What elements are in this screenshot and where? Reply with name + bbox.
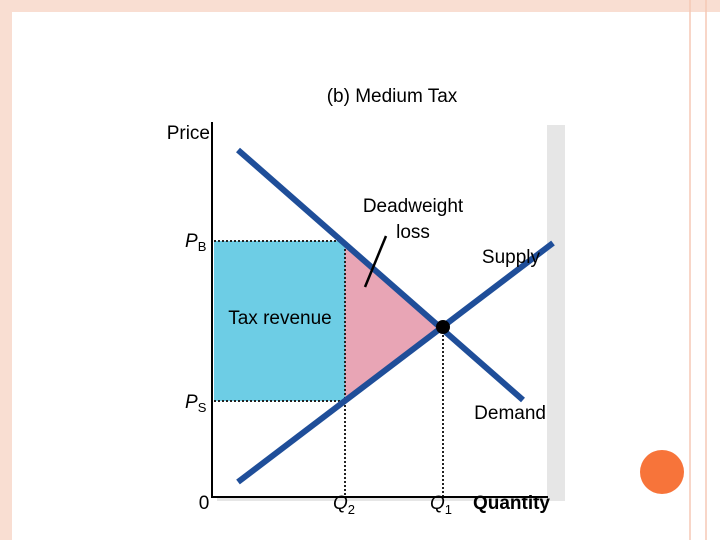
label-sub: S	[198, 400, 207, 415]
label-main: Q	[333, 493, 348, 514]
seller-price-label: PS	[185, 392, 207, 415]
y-axis-label: Price	[167, 123, 210, 144]
slide-dot	[640, 450, 684, 494]
label-sub: B	[198, 239, 207, 254]
x-axis-label: Quantity	[473, 493, 550, 514]
origin-label: 0	[199, 493, 210, 514]
buyer-price-label: PB	[185, 231, 206, 254]
deadweight-loss-area	[345, 241, 443, 401]
label-sub: 2	[348, 502, 355, 517]
label-main: Q	[430, 493, 445, 514]
slide-border	[0, 0, 12, 540]
label-sub: 1	[445, 502, 452, 517]
title: (b) Medium Tax	[327, 86, 458, 107]
equilibrium-point	[436, 320, 450, 334]
dwl-pointer	[363, 235, 388, 288]
q2-label: Q2	[333, 493, 355, 517]
demand-label: Demand	[474, 403, 546, 424]
supply-curve	[236, 240, 555, 485]
tax-revenue-area	[214, 241, 345, 401]
dwl-label: loss	[396, 222, 430, 243]
slide-border	[0, 0, 720, 12]
demand-curve	[236, 147, 525, 403]
tax-revenue-label: Tax revenue	[228, 308, 332, 329]
supply-label: Supply	[482, 247, 541, 268]
label-main: P	[185, 392, 198, 413]
dwl-label: Deadweight	[363, 196, 464, 217]
label-main: P	[185, 231, 198, 252]
q1-label: Q1	[430, 493, 452, 517]
